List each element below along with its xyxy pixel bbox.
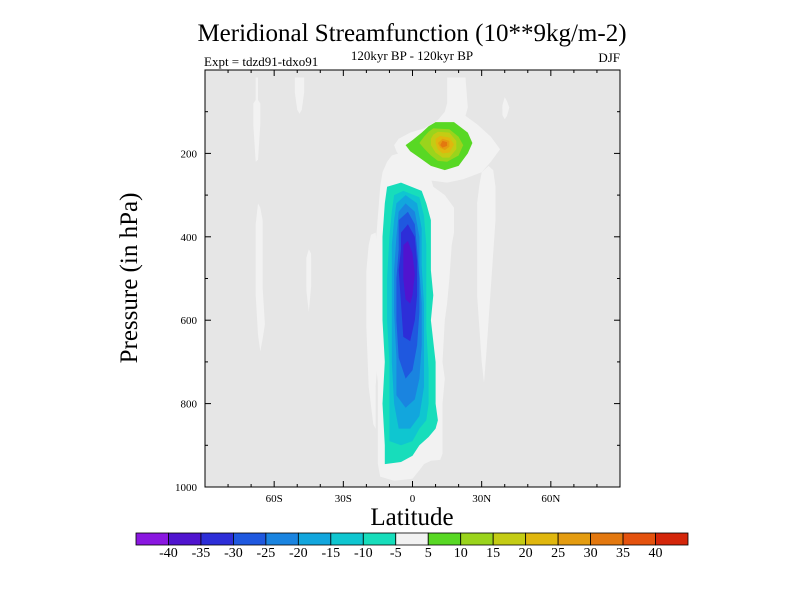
contour-region bbox=[306, 249, 312, 312]
colorbar-label: -20 bbox=[289, 546, 308, 561]
colorbar-swatch bbox=[622, 532, 656, 546]
colorbar-swatch bbox=[427, 532, 462, 546]
colorbar-label: 40 bbox=[649, 546, 663, 561]
y-tick-label: 400 bbox=[181, 232, 198, 244]
x-axis-label: Latitude bbox=[370, 504, 453, 531]
colorbar-label: -10 bbox=[354, 546, 373, 561]
colorbar-label: 15 bbox=[486, 546, 500, 561]
colorbar: -40 -35 -30 -25 -20 -15 -10 -5 5 10 15 20 25 30 35 40 bbox=[135, 532, 689, 561]
colorbar-label: -40 bbox=[159, 546, 178, 561]
colorbar-label: 30 bbox=[584, 546, 598, 561]
plot-area: 60S 30S 0 30N 60N 200 400 600 800 1000 bbox=[175, 69, 621, 505]
contour-region bbox=[255, 203, 265, 352]
colorbar-swatch bbox=[492, 532, 527, 546]
contour-region bbox=[440, 140, 448, 148]
colorbar-label: 5 bbox=[425, 546, 432, 561]
colorbar-label: 35 bbox=[616, 546, 630, 561]
colorbar-label: 25 bbox=[551, 546, 565, 561]
colorbar-swatch bbox=[265, 532, 299, 546]
contour-region bbox=[253, 100, 261, 162]
colorbar-swatch bbox=[168, 532, 202, 546]
colorbar-swatch bbox=[525, 532, 559, 546]
colorbar-swatch bbox=[395, 532, 429, 546]
colorbar-label: 20 bbox=[519, 546, 533, 561]
y-tick-label: 1000 bbox=[175, 482, 198, 494]
contour-region bbox=[403, 241, 415, 304]
colorbar-swatch bbox=[200, 532, 234, 546]
x-tick-label: 30S bbox=[335, 493, 352, 505]
x-tick-label: 0 bbox=[410, 493, 416, 505]
colorbar-swatch bbox=[362, 532, 397, 546]
y-tick-label: 200 bbox=[181, 148, 198, 160]
x-tick-label: 60N bbox=[541, 493, 560, 505]
colorbar-swatch bbox=[233, 532, 267, 546]
chart-title: Meridional Streamfunction (10**9kg/m-2) bbox=[197, 20, 626, 47]
colorbar-label: 10 bbox=[454, 546, 468, 561]
contour-region bbox=[502, 97, 510, 120]
y-axis-label: Pressure (in hPa) bbox=[116, 193, 143, 364]
season-label: DJF bbox=[598, 50, 620, 65]
colorbar-swatch bbox=[557, 532, 591, 546]
colorbar-swatch bbox=[135, 532, 169, 546]
y-tick-label: 800 bbox=[181, 399, 198, 411]
colorbar-swatch bbox=[655, 532, 689, 546]
contour-region bbox=[294, 77, 305, 114]
colorbar-label: -35 bbox=[192, 546, 211, 561]
colorbar-label: -5 bbox=[390, 546, 402, 561]
colorbar-label: -15 bbox=[321, 546, 340, 561]
colorbar-swatch bbox=[330, 532, 364, 546]
y-tick-label: 600 bbox=[181, 315, 198, 327]
contour-region bbox=[477, 165, 496, 383]
x-tick-label: 30N bbox=[472, 493, 491, 505]
experiment-label: Expt = tdzd91-tdxo91 bbox=[204, 54, 318, 69]
chart-subtitle: 120kyr BP - 120kyr BP bbox=[351, 48, 473, 63]
colorbar-swatch bbox=[297, 532, 332, 546]
contour-region bbox=[255, 77, 258, 100]
colorbar-label: -25 bbox=[257, 546, 276, 561]
colorbar-swatch bbox=[460, 532, 494, 546]
colorbar-swatch bbox=[590, 532, 624, 546]
colorbar-label: -30 bbox=[224, 546, 243, 561]
x-tick-label: 60S bbox=[266, 493, 283, 505]
